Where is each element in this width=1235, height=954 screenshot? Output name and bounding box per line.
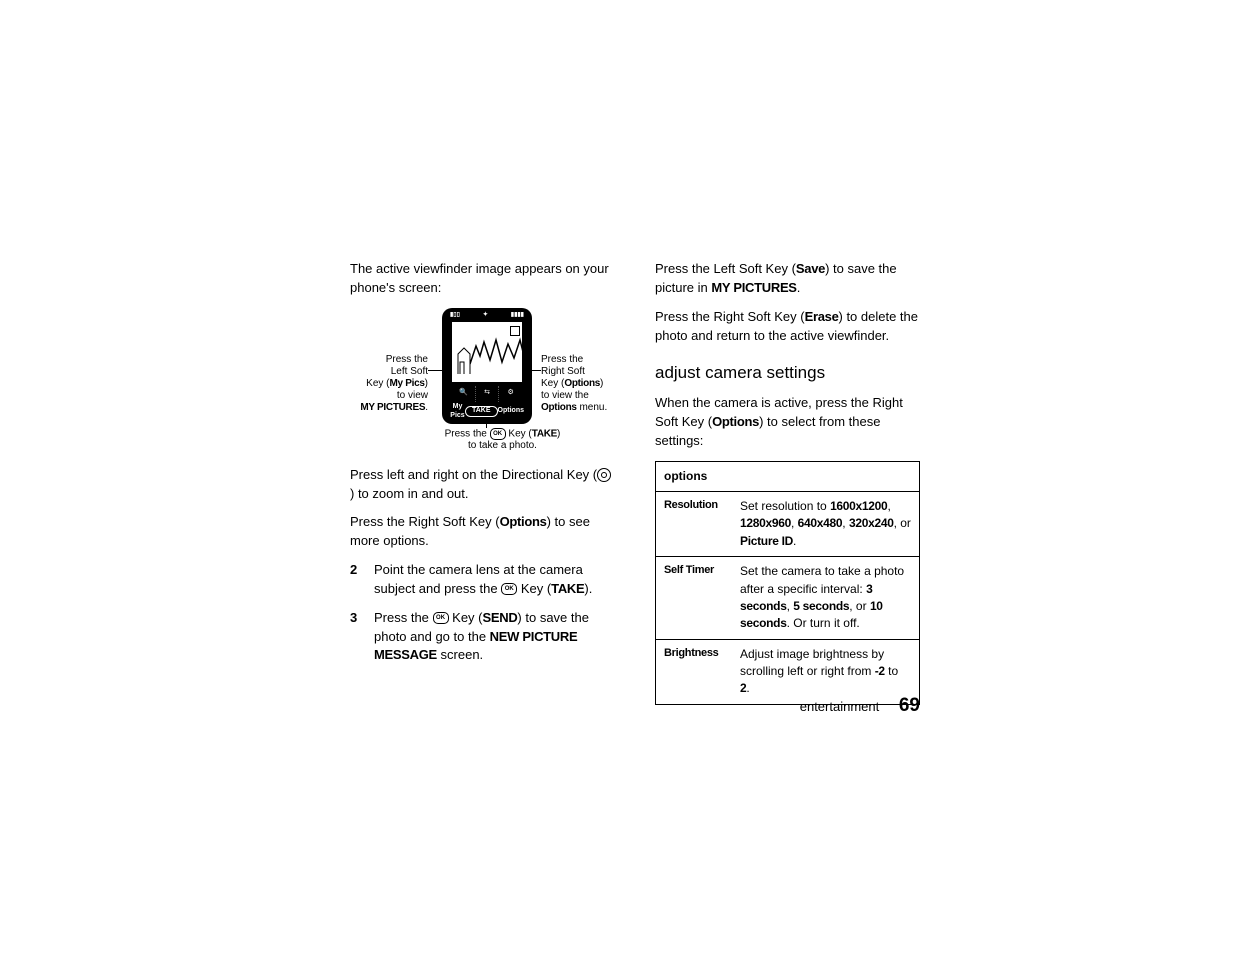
zoom-icon: 🔍	[452, 386, 476, 402]
callout-bottom: Press the OK Key (TAKE) to take a photo.	[410, 428, 595, 453]
page-number: 69	[899, 695, 920, 716]
option-desc: Set resolution to 1600x1200, 1280x960, 6…	[732, 491, 920, 556]
softkey-left: My Pics	[450, 403, 465, 420]
option-name: Self Timer	[656, 557, 733, 640]
step-number: 3	[350, 609, 374, 666]
softkey-row: My Pics TAKE Options	[450, 406, 524, 418]
right-column: Press the Left Soft Key (Save) to save t…	[655, 260, 920, 705]
step-text: Point the camera lens at the camera subj…	[374, 561, 615, 599]
mountains-icon	[470, 334, 530, 370]
erase-instruction: Press the Right Soft Key (Erase) to dele…	[655, 308, 920, 346]
callout-right: Press the Right Soft Key (Options) to vi…	[541, 354, 615, 414]
option-name: Resolution	[656, 491, 733, 556]
table-row: Self Timer Set the camera to take a phot…	[656, 557, 920, 640]
step-text: Press the OK Key (SEND) to save the phot…	[374, 609, 615, 666]
table-header: options	[656, 461, 920, 491]
options-table: options Resolution Set resolution to 160…	[655, 461, 920, 705]
softkey-right: Options	[498, 407, 524, 415]
mode-icon: ⇆	[476, 386, 500, 402]
step-number: 2	[350, 561, 374, 599]
table-row: Resolution Set resolution to 1600x1200, …	[656, 491, 920, 556]
viewfinder	[452, 322, 522, 382]
settings-intro: When the camera is active, press the Rig…	[655, 394, 920, 451]
softkey-center: TAKE	[465, 406, 498, 416]
ok-key-icon: OK	[501, 583, 517, 595]
left-column: The active viewfinder image appears on y…	[350, 260, 615, 705]
icon-strip: 🔍 ⇆ ⚙	[452, 386, 522, 402]
callout-left: Press the Left Soft Key (My Pics) to vie…	[350, 354, 428, 414]
save-instruction: Press the Left Soft Key (Save) to save t…	[655, 260, 920, 298]
viewfinder-diagram: Press the Left Soft Key (My Pics) to vie…	[350, 308, 615, 438]
page: The active viewfinder image appears on y…	[350, 260, 920, 705]
page-footer: entertainment 69	[350, 695, 920, 717]
ok-key-icon: OK	[490, 428, 506, 440]
step-2: 2 Point the camera lens at the camera su…	[350, 561, 615, 599]
frame-corner-icon	[510, 326, 520, 336]
section-heading: adjust camera settings	[655, 361, 920, 386]
directional-key-icon	[597, 468, 611, 482]
nav-icon: ✦	[483, 312, 488, 319]
battery-icon: ▮▮▮▮	[511, 312, 524, 319]
step-3: 3 Press the OK Key (SEND) to save the ph…	[350, 609, 615, 666]
signal-icon: ▮▯▯	[450, 312, 460, 319]
option-desc: Set the camera to take a photo after a s…	[732, 557, 920, 640]
intro-text: The active viewfinder image appears on y…	[350, 260, 615, 298]
phone-mock: ▮▯▯ ✦ ▮▮▮▮ 🔍 ⇆ ⚙	[442, 308, 532, 424]
ok-key-icon: OK	[433, 612, 449, 624]
flash-icon: ⚙	[499, 386, 522, 402]
footer-label: entertainment	[800, 699, 880, 714]
zoom-instruction: Press left and right on the Directional …	[350, 466, 615, 504]
status-bar: ▮▯▯ ✦ ▮▮▮▮	[450, 312, 524, 320]
options-instruction: Press the Right Soft Key (Options) to se…	[350, 513, 615, 551]
